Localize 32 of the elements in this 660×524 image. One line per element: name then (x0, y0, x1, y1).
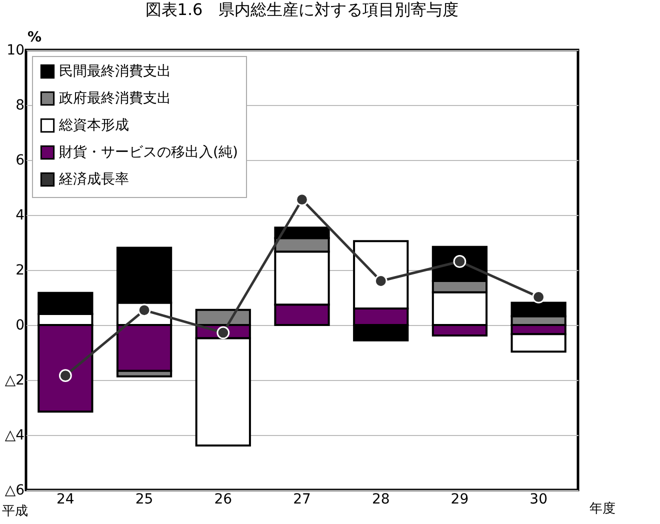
y-tick-label: 6 (16, 152, 25, 168)
point (138, 304, 151, 317)
legend-label: 民間最終消費支出 (59, 64, 171, 80)
point (453, 255, 466, 268)
point (532, 290, 546, 304)
x-tick-label: 26 (214, 492, 232, 508)
point (58, 369, 72, 382)
y-tick-label: 8 (16, 98, 24, 114)
x-tick-label: 25 (135, 492, 154, 508)
point (216, 326, 230, 340)
legend-label: 経済成長率 (58, 172, 129, 188)
x-tick-label: 24 (56, 492, 74, 508)
y-tick-label: 2 (16, 262, 24, 278)
y-tick-label: △4 (4, 428, 25, 444)
y-tick-label: 0 (16, 318, 24, 334)
chart-title: 図表1.6 県内総生産に対する項目別寄与度 (145, 0, 459, 19)
y-tick-label: 10 (6, 42, 24, 58)
text: 平成 (2, 503, 28, 520)
legend-label: 政府最終消費支出 (59, 90, 171, 106)
x-tick-label: 30 (530, 492, 548, 508)
x-tick-label: 27 (293, 492, 311, 508)
y-tick-label: 4 (16, 208, 25, 224)
point (296, 193, 308, 206)
x-tick-label: 28 (372, 492, 390, 508)
x-axis-title: 年度 (590, 500, 616, 516)
y-axis-title: % (27, 30, 42, 46)
y-tick-label: △2 (4, 372, 24, 388)
point (374, 274, 388, 288)
x-tick-label: 29 (450, 492, 469, 508)
legend-label: 総資本形成 (58, 118, 129, 134)
legend-label: 財貨・サービスの移出入(純) (59, 144, 238, 160)
y-tick-label: △6 (4, 482, 25, 498)
